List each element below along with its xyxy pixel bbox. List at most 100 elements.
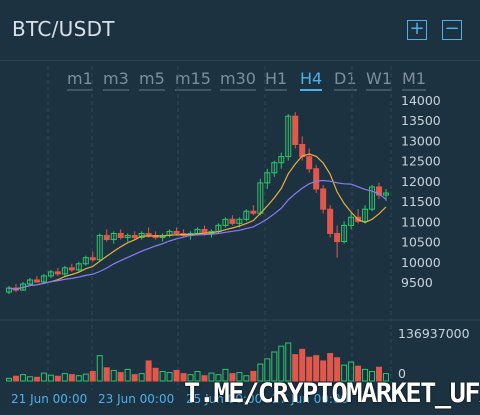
tab-m30[interactable]: m30: [220, 70, 256, 91]
volume-bar: [376, 366, 383, 382]
volume-bar: [47, 374, 54, 382]
price-tick-label: 13500: [401, 113, 441, 128]
volume-bar: [124, 368, 131, 382]
volume-bar: [257, 363, 264, 382]
volume-bar: [264, 358, 271, 382]
volume-bar: [285, 342, 292, 382]
candle-body: [376, 186, 383, 196]
candle-body: [264, 172, 271, 184]
candle-body: [320, 188, 327, 210]
candle-body: [82, 257, 89, 265]
volume-bar: [19, 374, 26, 382]
candle-body: [222, 218, 229, 226]
candle-body: [369, 186, 376, 210]
tab-m5[interactable]: m5: [139, 70, 165, 91]
tab-w1[interactable]: W1: [366, 70, 392, 91]
volume-bar: [348, 361, 355, 382]
volume-bar: [138, 373, 145, 382]
volume-bar: [166, 372, 173, 382]
volume-bar: [334, 357, 341, 382]
candle-body: [75, 263, 82, 271]
price-tick-label: 13000: [401, 133, 441, 148]
tab-m1[interactable]: m1: [67, 70, 93, 91]
volume-bar: [327, 353, 334, 382]
volume-bar: [54, 375, 61, 382]
price-tick-label: 12500: [401, 154, 441, 169]
volume-bar: [369, 371, 376, 382]
candle-body: [334, 232, 341, 243]
price-tick-label: 14000: [401, 93, 441, 108]
volume-bar: [278, 345, 285, 382]
time-axis-label: 23 Jun 00:00: [98, 392, 174, 406]
zoom-in-button[interactable]: +: [407, 20, 427, 40]
candle-body: [89, 257, 96, 261]
candle-body: [292, 115, 299, 145]
volume-bar: [208, 372, 215, 382]
price-tick-label: 11500: [401, 194, 441, 209]
candle-body: [131, 234, 138, 239]
volume-bar: [180, 373, 187, 382]
volume-bar: [40, 372, 47, 382]
timeframe-tabs: m1 m3 m5 m15 m30 H1 H4 D1 W1 M1: [0, 68, 480, 92]
volume-tick-label: 0: [398, 366, 406, 381]
volume-bar: [117, 372, 124, 382]
volume-bar: [131, 374, 138, 382]
candle-body: [124, 234, 131, 239]
volume-bar: [33, 376, 40, 382]
candle-body: [271, 162, 278, 174]
tab-h4[interactable]: H4: [300, 70, 323, 91]
volume-bar: [82, 373, 89, 382]
candle-body: [313, 168, 320, 190]
candle-body: [145, 232, 152, 236]
volume-bar: [229, 373, 236, 382]
candle-body: [243, 210, 250, 220]
volume-bar: [271, 351, 278, 382]
candle-body: [47, 271, 54, 277]
watermark-text: T.ME/CRYPTOMARKET_UFA: [184, 378, 480, 409]
tab-h1[interactable]: H1: [265, 70, 288, 91]
candle-body: [40, 275, 47, 283]
price-tick-label: 10500: [401, 235, 441, 250]
candle-body: [117, 232, 124, 239]
price-tick-label: 11000: [401, 214, 441, 229]
volume-bar: [362, 368, 369, 382]
candle-body: [103, 234, 110, 241]
candle-body: [299, 143, 306, 158]
volume-bar: [201, 375, 208, 382]
candle-body: [54, 271, 61, 275]
volume-bar: [215, 374, 222, 382]
candle-body: [327, 208, 334, 234]
volume-bar: [12, 375, 19, 382]
price-tick-label: 12000: [401, 174, 441, 189]
volume-bar: [26, 376, 33, 382]
volume-bar: [341, 364, 348, 382]
candle-body: [138, 232, 145, 239]
volume-tick-label: 136937000: [398, 326, 470, 341]
volume-bar: [75, 375, 82, 382]
candle-body: [278, 156, 285, 164]
volume-bar: [222, 368, 229, 382]
tab-d1[interactable]: D1: [334, 70, 357, 91]
candle-body: [306, 156, 313, 170]
moving-average-fast: [8, 153, 387, 290]
tab-m1[interactable]: M1: [402, 70, 426, 91]
volume-bar: [61, 373, 68, 382]
tab-m15[interactable]: m15: [175, 70, 211, 91]
candle-body: [348, 216, 355, 226]
volume-bar: [243, 375, 250, 382]
candle-body: [96, 234, 103, 261]
zoom-out-button[interactable]: −: [442, 20, 462, 40]
time-axis-label: 25 Jun 00:00: [186, 392, 262, 406]
volume-bar: [6, 377, 12, 382]
candle-body: [68, 267, 75, 271]
candle-body: [26, 279, 33, 285]
chart-header: BTC/USDT + −: [0, 0, 480, 61]
volume-bar: [194, 371, 201, 382]
candle-body: [61, 267, 68, 275]
volume-bar: [187, 374, 194, 382]
volume-bar: [355, 365, 362, 382]
tab-m3[interactable]: m3: [103, 70, 129, 91]
volume-bar: [292, 354, 299, 382]
volume-bar: [299, 348, 306, 382]
